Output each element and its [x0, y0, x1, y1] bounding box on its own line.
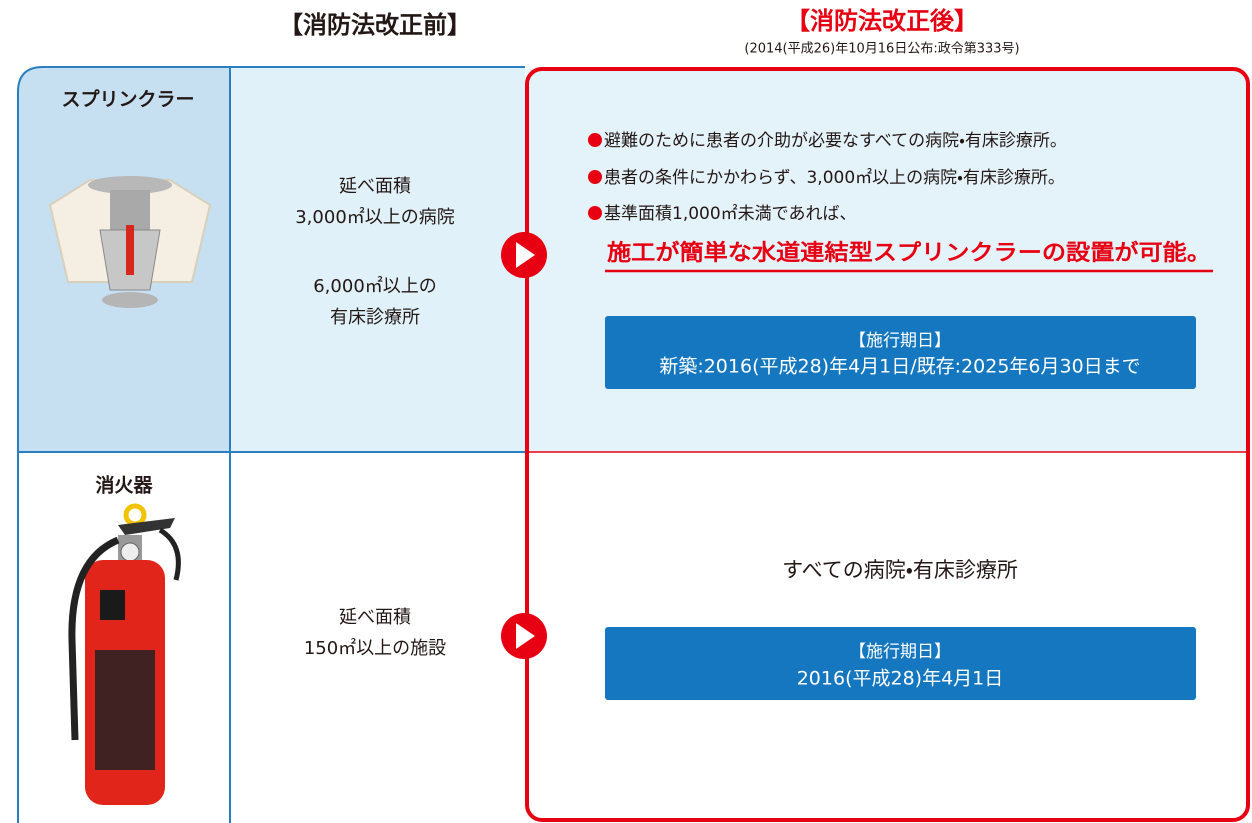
before-text: 6,000㎡以上の — [313, 275, 437, 297]
highlight-text: 施工が簡単な水道連結型スプリンクラーの設置が可能。 — [607, 240, 1211, 266]
before-text: 延べ面積 — [339, 607, 411, 628]
right-border — [525, 67, 1250, 822]
bullet-text: 患者の条件にかかわらず、3,000㎡以上の病院・有床診療所。 — [604, 168, 1065, 188]
bullet — [588, 170, 602, 184]
bullet — [588, 206, 602, 220]
bullet-text: 基準面積1,000㎡未満であれば、 — [604, 204, 857, 224]
row-label: スプリンクラー — [61, 88, 194, 111]
date-text: 2016(平成28)年4月1日 — [797, 668, 1004, 690]
before-text: 有床診療所 — [330, 307, 420, 328]
date-title: 【施行期日】 — [849, 642, 951, 662]
bullet — [588, 133, 602, 147]
header-after-note: (2014(平成26)年10月16日公布:政令第333号) — [744, 41, 1019, 57]
extinguisher-image — [68, 503, 181, 805]
after-text: すべての病院・有床診療所 — [782, 558, 1018, 582]
date-box — [605, 316, 1196, 389]
arrow-icon — [501, 232, 547, 278]
before-text: 150㎡以上の施設 — [304, 637, 446, 659]
sprinkler-image — [48, 176, 212, 308]
date-text: 新築:2016(平成28)年4月1日/既存:2025年6月30日まで — [659, 356, 1140, 378]
header-after: 【消防法改正後】 — [786, 7, 978, 35]
left-borders — [17, 66, 525, 823]
date-box — [605, 627, 1196, 700]
header-before: 【消防法改正前】 — [279, 11, 471, 39]
before-text: 延べ面積 — [339, 176, 411, 197]
before-text: 3,000㎡以上の病院 — [295, 206, 455, 228]
row-label: 消火器 — [95, 474, 153, 497]
bullet-text: 避難のために患者の介助が必要なすべての病院・有床診療所。 — [604, 131, 1067, 151]
arrow-icon — [501, 613, 547, 659]
date-title: 【施行期日】 — [849, 331, 951, 351]
